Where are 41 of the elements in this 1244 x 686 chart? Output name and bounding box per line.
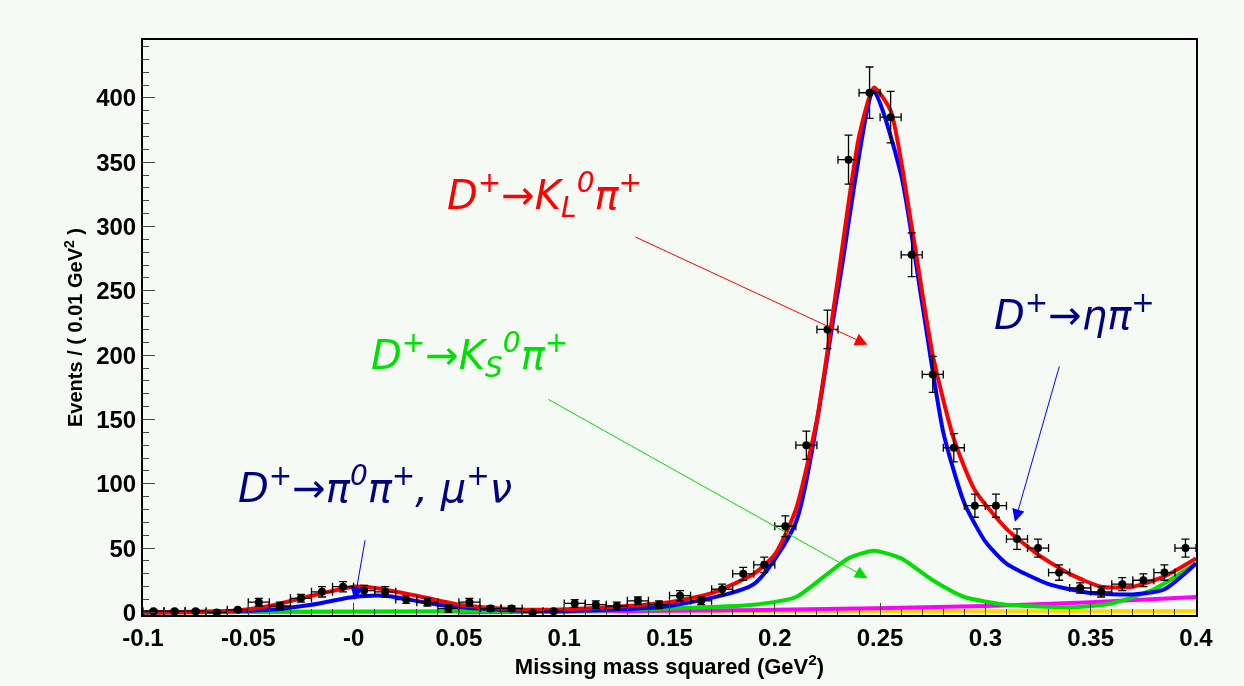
x-tick-label: 0.3 xyxy=(968,623,1003,651)
y-tick-label: 400 xyxy=(96,84,137,112)
y-tick-label: 250 xyxy=(96,277,137,305)
y-tick-label: 150 xyxy=(96,405,137,433)
point xyxy=(844,155,853,164)
x-tick-label: -0 xyxy=(342,623,365,651)
x-tick-label: 0.35 xyxy=(1067,623,1115,651)
annotation: D$^{+}$→ηπ$^{+}$ xyxy=(994,286,1155,338)
text: D$^{+}$→π$^{0}$π$^{+}$, μ$^{+}$ν xyxy=(238,459,512,511)
point xyxy=(1160,568,1169,577)
x-tick-label: -0.1 xyxy=(122,623,164,651)
point xyxy=(907,250,916,259)
point xyxy=(886,113,895,122)
point xyxy=(1181,544,1190,553)
x-tick-label: 0.05 xyxy=(435,623,483,651)
x-tick-label: -0.05 xyxy=(220,623,276,651)
x-tick-label: 0.4 xyxy=(1179,623,1214,651)
point xyxy=(1034,544,1043,553)
annotation: D$^{+}$→K$_{L}$$^{0}$π$^{+}$ xyxy=(447,166,643,225)
point xyxy=(781,522,790,531)
y-tick-label: 350 xyxy=(96,148,137,176)
point xyxy=(760,560,769,569)
y-tick-label: 50 xyxy=(109,534,137,562)
point xyxy=(1012,535,1021,544)
y-tick-label: 300 xyxy=(96,212,137,240)
x-tick-label: 0.1 xyxy=(547,623,581,651)
x-tick-label: 0.2 xyxy=(758,623,792,651)
x-tick-label: 0.15 xyxy=(646,623,693,651)
x-axis-title: Missing mass squared (GeV$^{2}$) xyxy=(514,650,825,680)
point xyxy=(1055,568,1064,577)
point xyxy=(928,370,937,379)
point xyxy=(991,501,1000,510)
y-tick-label: 100 xyxy=(96,470,137,498)
y-tick-label: 0 xyxy=(122,598,137,626)
x-tick-label: 0.25 xyxy=(856,623,904,651)
point xyxy=(865,88,874,97)
y-tick-label: 200 xyxy=(96,341,137,369)
point xyxy=(802,441,811,450)
annotation: D$^{+}$→K$_{S}$$^{0}$π$^{+}$ xyxy=(371,326,569,385)
point xyxy=(949,443,958,452)
point xyxy=(970,501,979,510)
